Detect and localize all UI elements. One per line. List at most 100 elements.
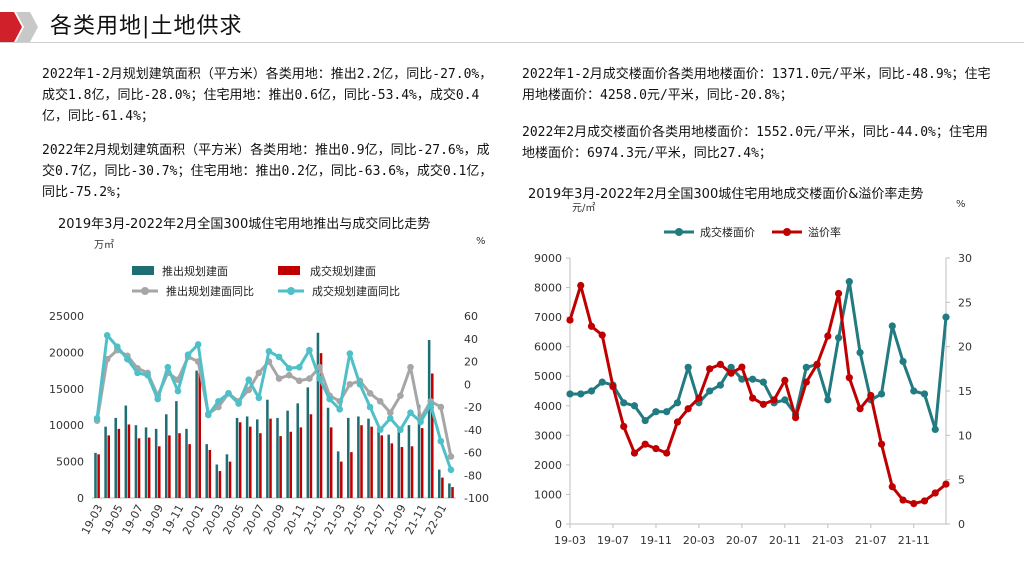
chart2-point-premium [587,322,596,330]
chart1-legend-swatch [278,266,300,275]
chart1-bar-launch [448,483,451,498]
chart2-point-premium [577,281,585,290]
chart2-left-tick: 5000 [534,370,562,383]
chart1-point-deal-yoy [144,371,151,379]
chart2-point-price [942,313,950,321]
chart1-left-tick: 5000 [56,456,84,469]
chart1-point-deal-yoy [255,394,263,402]
chart1-bar-launch [316,332,320,498]
chart1-legend-label: 成交规划建面 [310,264,376,278]
chart2-point-price [834,334,843,342]
chart1-bar-launch [276,417,279,498]
chart2-left-tick: 0 [555,518,562,531]
chart1-bar-launch [306,387,310,498]
chart1-point-deal-yoy [225,390,232,397]
chart1-bar-deal [289,431,292,498]
chart1-right-tick: -40 [464,424,482,437]
chart1-bar-launch [438,469,441,498]
chart1-point-deal-yoy [427,401,435,409]
chart1-bar-deal [309,414,313,498]
chart2-point-premium [738,363,746,371]
chart2-point-premium [792,414,800,422]
chart2-point-premium [770,396,778,404]
chart1-bar-launch [245,416,249,498]
chart2-line-price [570,280,948,431]
chart2-point-price [716,381,725,389]
chart1-point-deal-yoy [93,415,101,422]
chart2-point-premium [888,483,896,491]
chart1-bar-deal [218,471,222,498]
chart2-point-premium [834,289,843,298]
chart1-bar-launch [407,425,411,498]
chart1-point-launch-yoy [437,403,445,411]
chart1-bar-launch [417,404,421,498]
chart1-bar-launch [336,451,340,498]
chart1-point-deal-yoy [113,343,121,351]
chart1-point-deal-yoy [204,411,212,419]
chart2-x-tick: 20-11 [769,534,801,547]
chart1-bar-launch [397,426,401,498]
chart2-point-price [652,408,660,416]
chart2-point-price [802,363,810,371]
chart1-right-unit: % [476,236,486,247]
chart1-bar-deal [441,477,444,498]
chart2-point-premium [609,382,617,391]
chart1-point-launch-yoy [316,363,323,371]
chart1-point-deal-yoy [124,355,131,363]
chart2-point-premium [845,374,853,382]
chart1-right-tick: 20 [464,356,478,369]
chart2-point-price [673,399,682,407]
chart1-point-deal-yoy [164,363,172,371]
chart2-point-price [663,408,671,416]
chart1-legend-label: 推出规划建面 [162,264,228,278]
chart2-point-premium [598,331,606,339]
chart1-bar-deal [228,461,232,498]
chart1-point-deal-yoy [194,341,202,348]
chart1-legend-swatch [132,266,154,275]
chart1-right-tick: -80 [464,469,482,482]
chart2-left-tick: 7000 [534,311,562,324]
chart2-point-premium [630,449,639,457]
chart2-x-tick: 21-07 [855,534,887,547]
chart2-right-tick: 15 [958,385,972,398]
chart1-bar-deal [350,452,353,498]
chart1-point-deal-yoy [376,426,384,434]
chart1-left-tick: 15000 [49,383,84,396]
chart2-point-price [577,390,585,398]
title-divider [0,42,1024,43]
chart1-bar-launch [175,401,178,498]
chart2-x-tick: 20-07 [726,534,758,547]
chart2-point-price [856,348,864,357]
chart1-bar-launch [114,417,117,498]
chart1-bar-deal [137,438,141,498]
chart2-line-premium [568,284,947,506]
chart2-point-premium [673,418,682,426]
chart1-bar-deal [360,425,363,498]
chart2-point-price [598,378,606,386]
chart2-right-tick: 20 [958,341,972,354]
chart1-point-deal-yoy [265,347,273,355]
chart2-point-premium [759,400,767,408]
chart2-point-price [931,425,939,434]
chart2-left-tick: 2000 [534,459,562,472]
chart2-right-tick: 10 [958,429,972,442]
chart2-point-premium [781,376,789,384]
chart2-point-premium [663,449,671,457]
chart1-bar-launch [205,444,208,498]
chart2-right-tick: 25 [958,296,972,309]
chart2-line: 0 1000 2000 3000 4000 5000 6000 7000 8000 9000 0 5 1… [534,225,972,547]
summary-text-4: 2022年2月成交楼面价各类用地楼面价：1552.0元/平米，同比-44.0%；… [522,125,988,161]
chart1-point-deal-yoy [386,415,394,422]
chart1-bar-launch [387,434,390,498]
chart1-point-deal-yoy [235,400,242,407]
chart1-point-launch-yoy [447,453,455,460]
chart1-point-launch-yoy [245,386,253,394]
chart1-bar-deal [400,447,404,498]
chart1-bar-deal [97,454,100,498]
chart1-point-deal-yoy [316,375,323,382]
chart1-right-tick: -20 [464,401,482,414]
chart2-x-tick: 21-03 [812,534,844,547]
chart2-point-premium [856,405,864,413]
chart1-point-launch-yoy [275,375,283,382]
chart1-bar-launch [185,428,188,498]
